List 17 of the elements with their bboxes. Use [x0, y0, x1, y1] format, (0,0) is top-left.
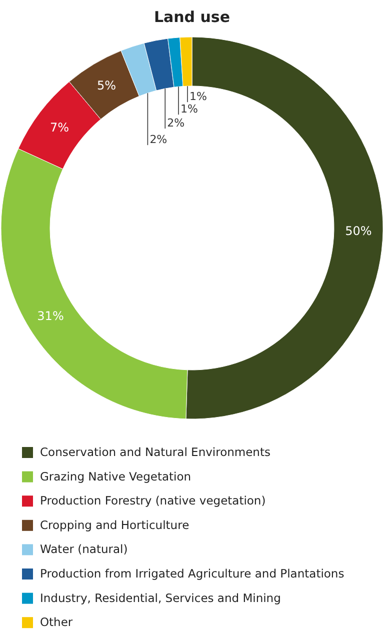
chart-title: Land use — [154, 8, 230, 26]
legend-label: Grazing Native Vegetation — [40, 469, 192, 484]
data-label: 31% — [37, 308, 64, 323]
data-label: 50% — [345, 224, 372, 238]
data-label: 5% — [96, 78, 116, 92]
data-label: 2% — [150, 133, 168, 146]
data-label: 7% — [50, 120, 70, 134]
legend-label: Other — [40, 615, 73, 630]
data-label: 1% — [189, 90, 207, 104]
legend-label: Production Forestry (native vegetation) — [40, 494, 266, 508]
legend-label: Water (natural) — [40, 542, 128, 556]
legend-label: Conservation and Natural Environments — [40, 445, 270, 460]
data-label: 1% — [180, 102, 198, 116]
legend-label: Industry, Residential, Services and Mining — [40, 590, 281, 605]
data-label: 2% — [167, 116, 185, 130]
legend-label: Cropping and Horticulture — [40, 518, 190, 532]
legend-label: Production from Irrigated Agriculture and Plantations — [40, 566, 344, 581]
